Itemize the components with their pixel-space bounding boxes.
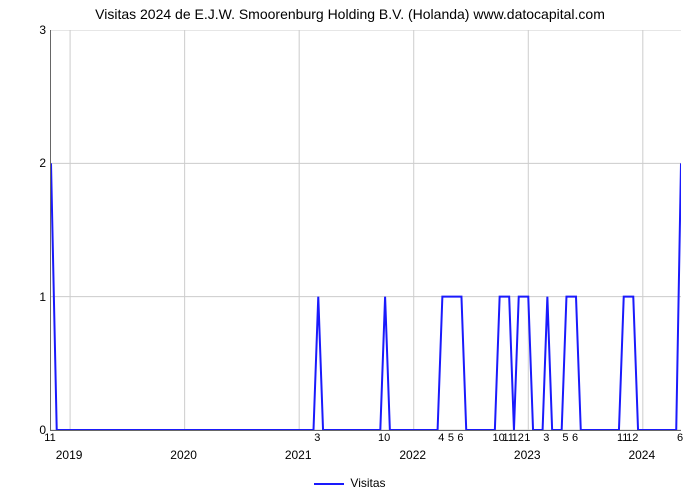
x-minor-tick-label: 5 bbox=[448, 432, 454, 444]
x-minor-tick-label: 4 bbox=[438, 432, 444, 444]
plot-area bbox=[50, 30, 681, 431]
x-major-tick-label: 2023 bbox=[514, 448, 541, 462]
x-minor-tick-label: 3 bbox=[543, 432, 549, 444]
x-major-tick-label: 2020 bbox=[170, 448, 197, 462]
x-minor-tick-label: 12 bbox=[626, 432, 638, 444]
x-major-tick-label: 2024 bbox=[628, 448, 655, 462]
y-tick-label: 3 bbox=[34, 23, 46, 37]
x-minor-tick-label: 6 bbox=[457, 432, 463, 444]
x-major-tick-label: 2019 bbox=[56, 448, 83, 462]
chart-container: Visitas 2024 de E.J.W. Smoorenburg Holdi… bbox=[0, 0, 700, 500]
x-minor-tick-label: 6 bbox=[572, 432, 578, 444]
x-minor-tick-label: 3 bbox=[314, 432, 320, 444]
y-tick-label: 1 bbox=[34, 290, 46, 304]
x-major-tick-label: 2022 bbox=[399, 448, 426, 462]
legend-swatch bbox=[314, 483, 344, 485]
chart-title: Visitas 2024 de E.J.W. Smoorenburg Holdi… bbox=[0, 6, 700, 22]
legend: Visitas bbox=[0, 476, 700, 490]
x-minor-tick-label: 11 bbox=[44, 432, 55, 444]
x-minor-tick-label: 10 bbox=[378, 432, 390, 444]
x-minor-tick-label: 12 bbox=[512, 432, 524, 444]
legend-label: Visitas bbox=[350, 476, 385, 490]
x-major-tick-label: 2021 bbox=[285, 448, 312, 462]
y-tick-label: 2 bbox=[34, 156, 46, 170]
x-minor-tick-label: 5 bbox=[562, 432, 568, 444]
x-minor-tick-label: 6 bbox=[677, 432, 683, 444]
data-line bbox=[51, 30, 681, 430]
x-minor-tick-label: 1 bbox=[524, 432, 530, 444]
